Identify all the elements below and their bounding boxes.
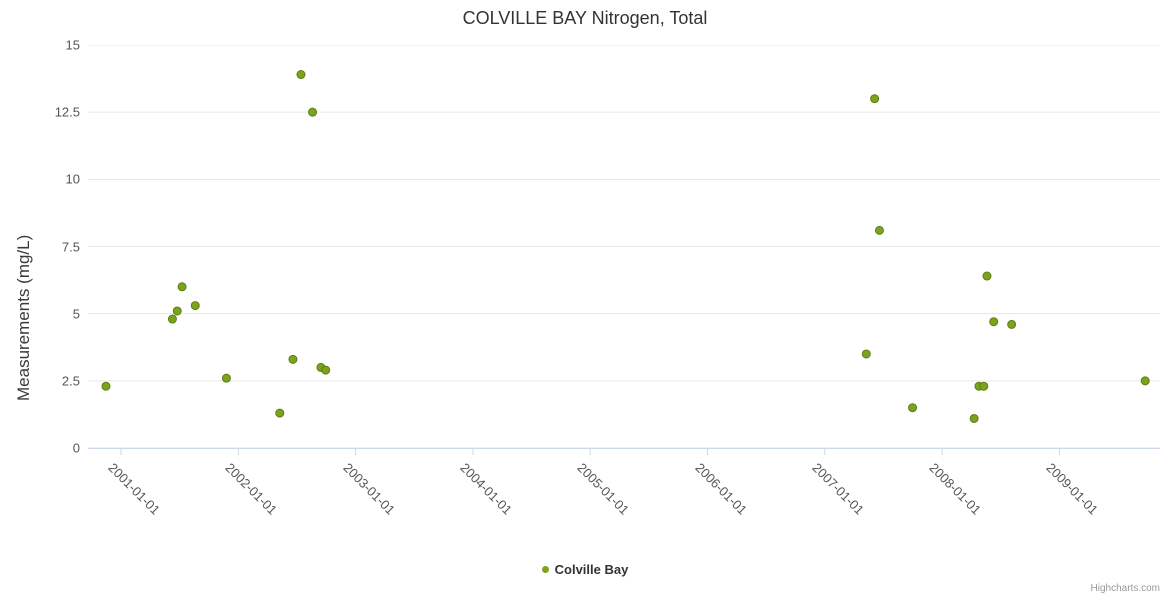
data-point[interactable] (979, 381, 989, 391)
data-point[interactable] (982, 271, 992, 281)
data-point[interactable] (989, 317, 999, 327)
x-axis-label: 2004-01-01 (457, 460, 515, 518)
data-point[interactable] (969, 413, 979, 423)
y-axis-label: 7.5 (61, 239, 80, 254)
data-point[interactable] (177, 282, 187, 292)
x-axis-label: 2003-01-01 (340, 460, 398, 518)
x-axis-label: 2007-01-01 (809, 460, 867, 518)
plot-svg (88, 44, 1160, 455)
data-point[interactable] (190, 301, 200, 311)
y-axis-label: 15 (65, 37, 80, 53)
x-axis-label: 2002-01-01 (222, 460, 281, 518)
x-axis-label: 2006-01-01 (691, 460, 750, 518)
data-point[interactable] (908, 403, 918, 413)
data-point[interactable] (1007, 319, 1017, 329)
x-axis-label: 2005-01-01 (574, 460, 633, 518)
y-axis-label: 2.5 (61, 373, 80, 389)
x-axis-label: 2009-01-01 (1043, 460, 1102, 518)
data-point[interactable] (861, 349, 871, 359)
data-point[interactable] (275, 408, 285, 418)
data-point[interactable] (172, 306, 182, 316)
plot-area (88, 44, 1160, 458)
data-point[interactable] (296, 70, 306, 80)
data-point[interactable] (288, 354, 298, 364)
highcharts-credit[interactable]: Highcharts.com (1090, 583, 1160, 594)
data-point[interactable] (1140, 376, 1150, 386)
data-point[interactable] (321, 365, 331, 375)
y-axis-label: 5 (72, 306, 80, 322)
x-axis-label: 2001-01-01 (105, 460, 164, 518)
y-axis-label: 0 (72, 440, 80, 456)
legend[interactable]: Colville Bay (0, 560, 1170, 578)
y-axis-label: 12.5 (54, 104, 80, 120)
y-axis-title: Measurements (mg/L) (14, 234, 33, 401)
chart-title: COLVILLE BAY Nitrogen, Total (462, 8, 708, 28)
data-point[interactable] (101, 381, 111, 391)
y-axis-label: 10 (65, 171, 80, 187)
legend-marker-icon (541, 566, 549, 573)
data-point[interactable] (221, 373, 231, 383)
x-axis-label: 2008-01-01 (926, 460, 985, 518)
legend-label: Colville Bay (554, 562, 629, 577)
data-point[interactable] (874, 225, 884, 235)
data-point[interactable] (167, 314, 177, 324)
data-point[interactable] (870, 94, 880, 104)
data-point[interactable] (308, 107, 318, 117)
